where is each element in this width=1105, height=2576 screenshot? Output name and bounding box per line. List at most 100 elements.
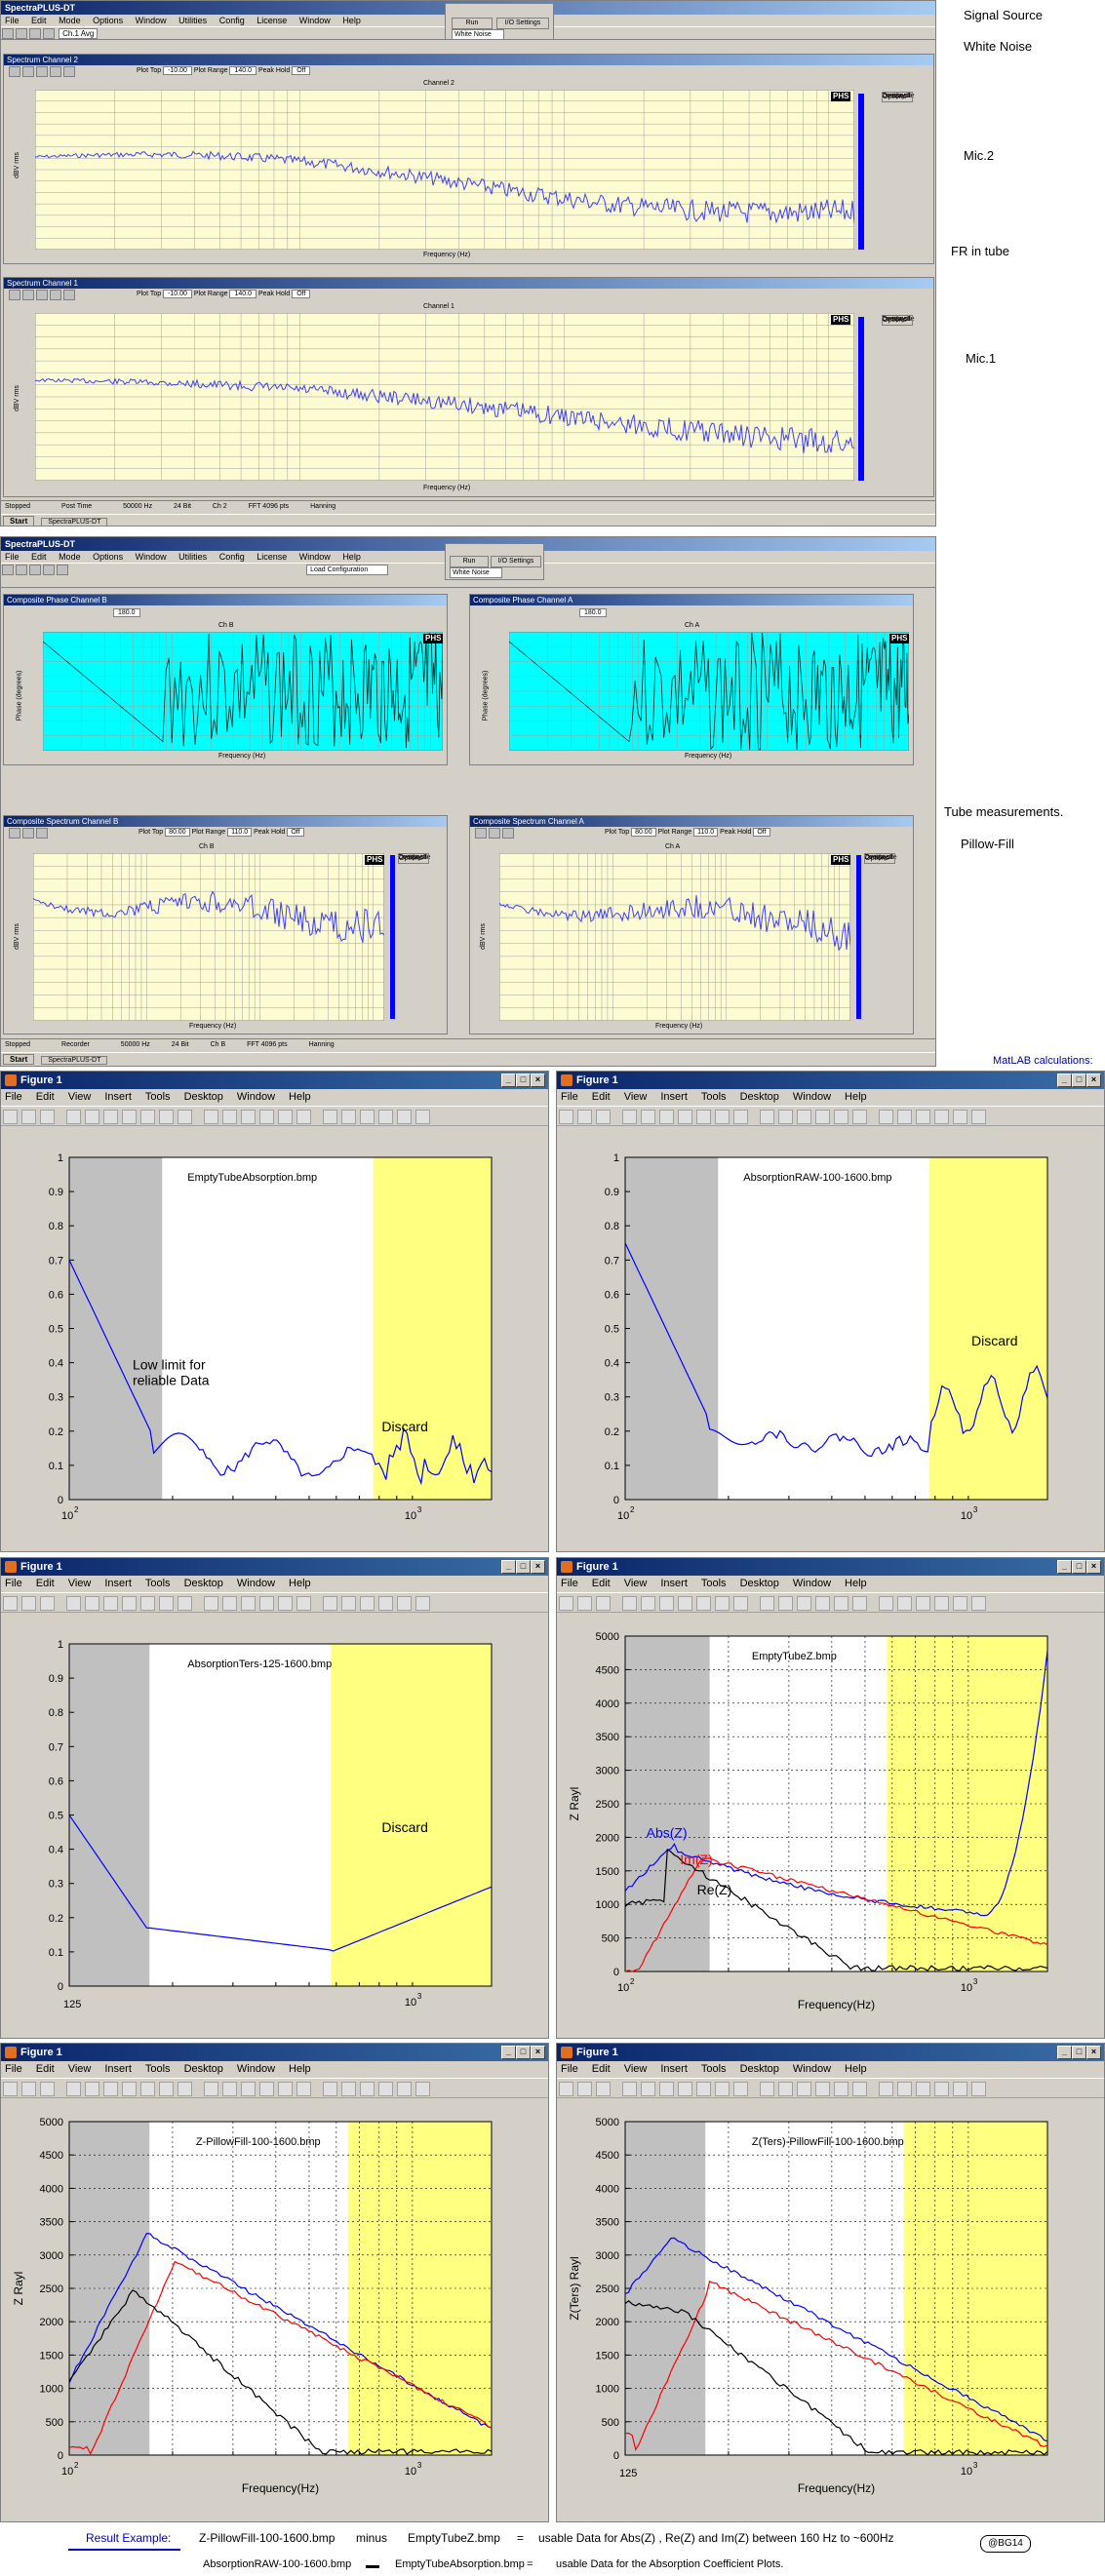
- toolbar-button-icon[interactable]: [659, 1596, 674, 1611]
- menu-config[interactable]: Config: [218, 552, 245, 562]
- toolbar-button-icon[interactable]: [66, 1596, 81, 1611]
- toolbar-button-icon[interactable]: [159, 1596, 174, 1611]
- overlay-1[interactable]: Overlay 1: [882, 93, 911, 99]
- tool-icon[interactable]: [50, 290, 61, 300]
- toolbar-button-icon[interactable]: [103, 2082, 118, 2096]
- toolbar-button-icon[interactable]: [21, 1110, 36, 1124]
- zoom-icon[interactable]: [9, 828, 20, 839]
- toolbar-button-icon[interactable]: [834, 1596, 848, 1611]
- menu-window[interactable]: Window: [135, 552, 167, 562]
- menu-tools[interactable]: Tools: [144, 1091, 171, 1103]
- phase-a-plot-top[interactable]: 180.0: [579, 608, 607, 617]
- toolbar-button-icon[interactable]: [397, 1596, 412, 1611]
- menu-window-2[interactable]: Window: [298, 16, 331, 25]
- toolbar-button-icon[interactable]: [323, 1110, 337, 1124]
- toolbar-button-icon[interactable]: [622, 1110, 637, 1124]
- io-settings-button[interactable]: I/O Settings: [491, 556, 541, 567]
- menu-window-2[interactable]: Window: [298, 552, 331, 562]
- overlay-1[interactable]: Overlay 1: [864, 854, 893, 861]
- plot-top-input[interactable]: -10.00: [163, 66, 192, 75]
- toolbar-button-icon[interactable]: [641, 1110, 655, 1124]
- tool-button-icon[interactable]: [2, 565, 14, 575]
- overlay-5[interactable]: Overlay 5: [864, 854, 893, 861]
- toolbar-button-icon[interactable]: [415, 1110, 430, 1124]
- tool-button-icon[interactable]: [29, 28, 41, 39]
- peak-hold-select[interactable]: Off: [753, 828, 770, 837]
- toolbar-button-icon[interactable]: [678, 1596, 692, 1611]
- maximize-icon[interactable]: □: [516, 1073, 531, 1087]
- tool-icon[interactable]: [489, 828, 500, 839]
- toolbar-button-icon[interactable]: [122, 1110, 137, 1124]
- menu-edit[interactable]: Edit: [35, 1091, 55, 1103]
- menu-insert[interactable]: Insert: [660, 1091, 688, 1103]
- maximize-icon[interactable]: □: [516, 2046, 531, 2059]
- menu-tools[interactable]: Tools: [700, 1578, 727, 1589]
- toolbar-button-icon[interactable]: [622, 2082, 637, 2096]
- overlay-options-button[interactable]: Options: [398, 853, 429, 864]
- toolbar-button-icon[interactable]: [140, 1596, 155, 1611]
- menu-edit[interactable]: Edit: [591, 1091, 611, 1103]
- menu-view[interactable]: View: [67, 1578, 92, 1589]
- overlay-composite[interactable]: Composite: [398, 854, 431, 861]
- toolbar-button-icon[interactable]: [797, 1110, 811, 1124]
- toolbar-button-icon[interactable]: [696, 1596, 711, 1611]
- tool-icon[interactable]: [50, 66, 61, 77]
- toolbar-button-icon[interactable]: [559, 1596, 573, 1611]
- toolbar-button-icon[interactable]: [596, 2082, 611, 2096]
- toolbar-button-icon[interactable]: [778, 2082, 793, 2096]
- menu-edit[interactable]: Edit: [31, 16, 47, 25]
- toolbar-button-icon[interactable]: [241, 2082, 256, 2096]
- menu-window[interactable]: Window: [792, 1091, 832, 1103]
- toolbar-button-icon[interactable]: [341, 1110, 356, 1124]
- overlay-4[interactable]: Overlay 4: [864, 854, 893, 861]
- toolbar-button-icon[interactable]: [85, 2082, 99, 2096]
- toolbar-button-icon[interactable]: [577, 1596, 592, 1611]
- toolbar-button-icon[interactable]: [559, 1110, 573, 1124]
- toolbar-button-icon[interactable]: [222, 1110, 237, 1124]
- menu-window[interactable]: Window: [236, 1578, 276, 1589]
- signal-source-select[interactable]: White Noise: [450, 567, 502, 578]
- minimize-icon[interactable]: _: [1057, 2046, 1072, 2059]
- menu-desktop[interactable]: Desktop: [739, 1091, 779, 1103]
- toolbar-button-icon[interactable]: [852, 1596, 867, 1611]
- plot-range-input[interactable]: 110.0: [227, 828, 253, 837]
- overlay-4[interactable]: Overlay 4: [398, 854, 427, 861]
- overlay-6[interactable]: Overlay 6: [398, 854, 427, 861]
- overlay-2[interactable]: Overlay 2: [398, 854, 427, 861]
- zoom-icon[interactable]: [9, 66, 20, 77]
- toolbar-button-icon[interactable]: [715, 2082, 730, 2096]
- peak-hold-select[interactable]: Off: [292, 290, 311, 298]
- plot-top-input[interactable]: -10.00: [163, 290, 192, 298]
- menu-insert[interactable]: Insert: [660, 1578, 688, 1589]
- toolbar-button-icon[interactable]: [797, 1596, 811, 1611]
- menu-file[interactable]: File: [561, 1578, 578, 1589]
- menu-edit[interactable]: Edit: [35, 2063, 55, 2075]
- toolbar-button-icon[interactable]: [3, 1596, 18, 1611]
- toolbar-button-icon[interactable]: [296, 1596, 311, 1611]
- menu-view[interactable]: View: [67, 1091, 92, 1103]
- toolbar-button-icon[interactable]: [715, 1110, 730, 1124]
- menu-desktop[interactable]: Desktop: [183, 1091, 223, 1103]
- tool-icon[interactable]: [36, 66, 48, 77]
- toolbar-button-icon[interactable]: [21, 1596, 36, 1611]
- start-button[interactable]: Start: [3, 1054, 35, 1065]
- toolbar-button-icon[interactable]: [415, 2082, 430, 2096]
- toolbar-button-icon[interactable]: [204, 1596, 218, 1611]
- overlay-2[interactable]: Overlay 2: [882, 93, 911, 99]
- menu-desktop[interactable]: Desktop: [739, 1578, 779, 1589]
- toolbar-button-icon[interactable]: [897, 2082, 912, 2096]
- menu-help[interactable]: Help: [845, 1578, 867, 1589]
- toolbar-button-icon[interactable]: [378, 1110, 393, 1124]
- toolbar-button-icon[interactable]: [916, 1596, 930, 1611]
- menu-file[interactable]: File: [561, 1091, 578, 1103]
- toolbar-button-icon[interactable]: [103, 1110, 118, 1124]
- menu-file[interactable]: File: [5, 2063, 22, 2075]
- menu-help[interactable]: Help: [845, 2063, 867, 2075]
- toolbar-button-icon[interactable]: [278, 1110, 293, 1124]
- toolbar-button-icon[interactable]: [296, 1110, 311, 1124]
- overlay-2[interactable]: Overlay 2: [882, 316, 911, 323]
- toolbar-button-icon[interactable]: [934, 2082, 949, 2096]
- menu-help[interactable]: Help: [289, 1578, 311, 1589]
- tool-icon[interactable]: [63, 290, 75, 300]
- tool-button-icon[interactable]: [43, 28, 55, 39]
